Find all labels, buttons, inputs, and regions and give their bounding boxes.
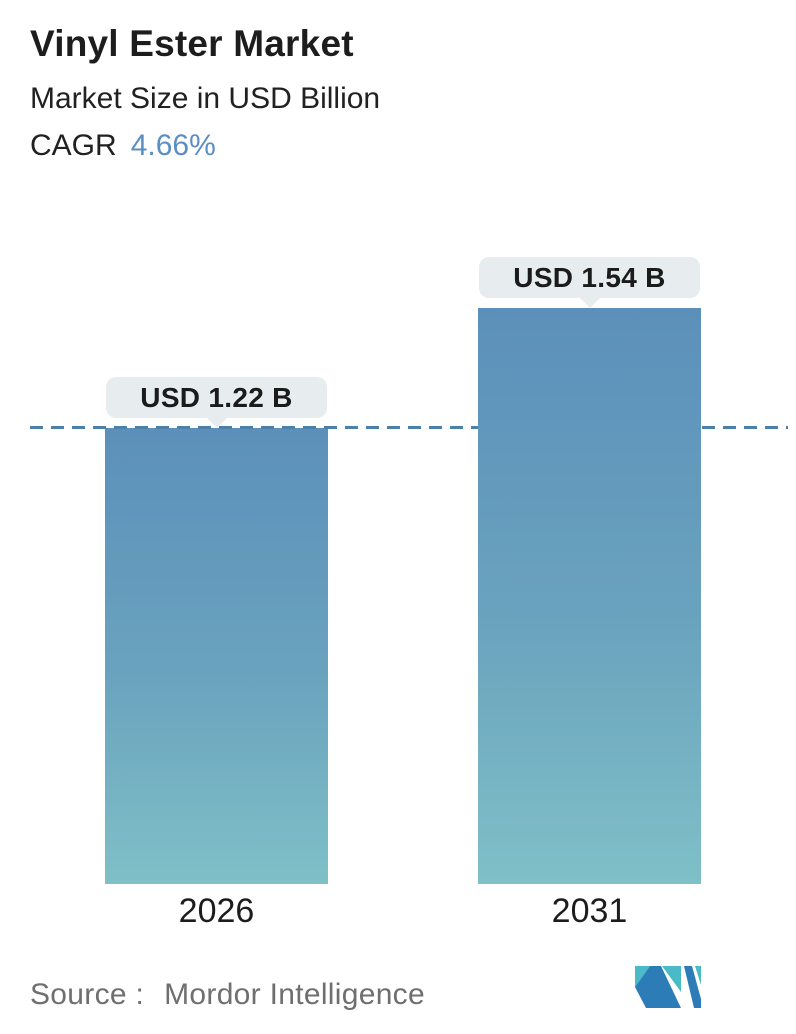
chart-area: USD 1.22 B USD 1.54 B [30, 0, 788, 884]
logo-shape [695, 966, 701, 985]
cagr-value: 4.66% [130, 128, 216, 162]
bar-group-2031: USD 1.54 B [478, 0, 701, 884]
value-bubble-2026: USD 1.22 B [106, 377, 327, 428]
chart-header: Vinyl Ester Market Market Size in USD Bi… [30, 23, 381, 162]
chart-subtitle: Market Size in USD Billion [30, 81, 381, 115]
logo-shape [684, 966, 701, 1008]
reference-line [30, 426, 788, 429]
logo-shape [635, 966, 681, 1008]
bubble-pointer-icon [578, 297, 601, 308]
bubble-pointer-icon [205, 417, 228, 428]
value-label-2031: USD 1.54 B [513, 261, 666, 293]
bar-2026 [105, 428, 328, 884]
cagr-row: CAGR 4.66% [30, 129, 380, 162]
logo-shape [662, 966, 681, 992]
source-label: Source : [30, 978, 145, 1011]
source-attribution: Source : Mordor Intelligence [30, 978, 425, 1012]
cagr-label: CAGR [30, 128, 117, 162]
source-value: Mordor Intelligence [164, 978, 425, 1011]
bar-2031 [478, 308, 701, 884]
value-bubble-2031: USD 1.54 B [479, 257, 700, 308]
mordor-intelligence-logo-svg [635, 966, 701, 1008]
x-axis-label-2026: 2026 [178, 892, 255, 930]
value-label-2026: USD 1.22 B [140, 381, 293, 413]
bar-group-2026: USD 1.22 B [105, 0, 328, 884]
mordor-intelligence-logo [635, 966, 701, 1008]
page-title: Vinyl Ester Market [30, 23, 354, 64]
x-axis-label-2031: 2031 [551, 892, 628, 930]
